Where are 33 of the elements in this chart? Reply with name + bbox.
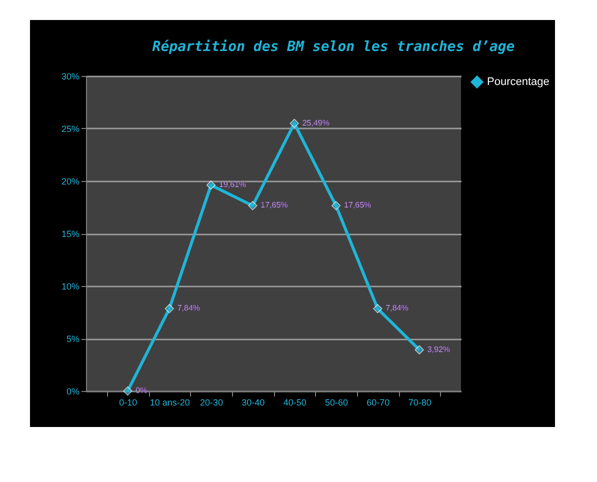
x-tick-label: 50-60 (324, 398, 348, 408)
data-label: 25,49% (302, 118, 330, 128)
y-tick-label: 25% (61, 124, 80, 134)
x-tick-label: 70-80 (408, 398, 432, 408)
x-tick-label: 10 ans-20 (150, 398, 190, 408)
y-tick-label: 10% (61, 282, 80, 292)
point (373, 304, 382, 314)
x-tick-label: 0-10 (119, 398, 138, 408)
data-label: 17,65% (344, 200, 372, 210)
x-tick-label: 30-40 (242, 398, 265, 408)
point (331, 201, 341, 210)
point (164, 304, 174, 314)
point (248, 201, 258, 210)
point (123, 386, 132, 396)
x-tick-label: 60-70 (366, 398, 390, 408)
y-tick-label: 20% (61, 176, 80, 186)
y-tick-label: 30% (61, 72, 80, 82)
point (206, 180, 216, 190)
data-label: 3,92% (427, 344, 450, 354)
data-label: 19,61% (219, 180, 246, 190)
x-tick-label: 20-30 (200, 398, 224, 408)
data-label: 17,65% (260, 200, 288, 210)
data-label: 7,84% (177, 304, 200, 313)
y-tick-label: 15% (61, 229, 80, 239)
point (414, 345, 424, 354)
y-tick-label: 5% (66, 334, 80, 344)
x-tick-label: 40-50 (283, 398, 306, 408)
point (290, 118, 299, 128)
y-tick-label: 0% (66, 386, 80, 396)
legend-label: Pourcentage (487, 76, 550, 88)
chart-title: Répartition des BM selon les tranches d’age (152, 39, 515, 55)
data-label: 0% (136, 386, 148, 395)
data-label: 7,84% (386, 304, 408, 313)
